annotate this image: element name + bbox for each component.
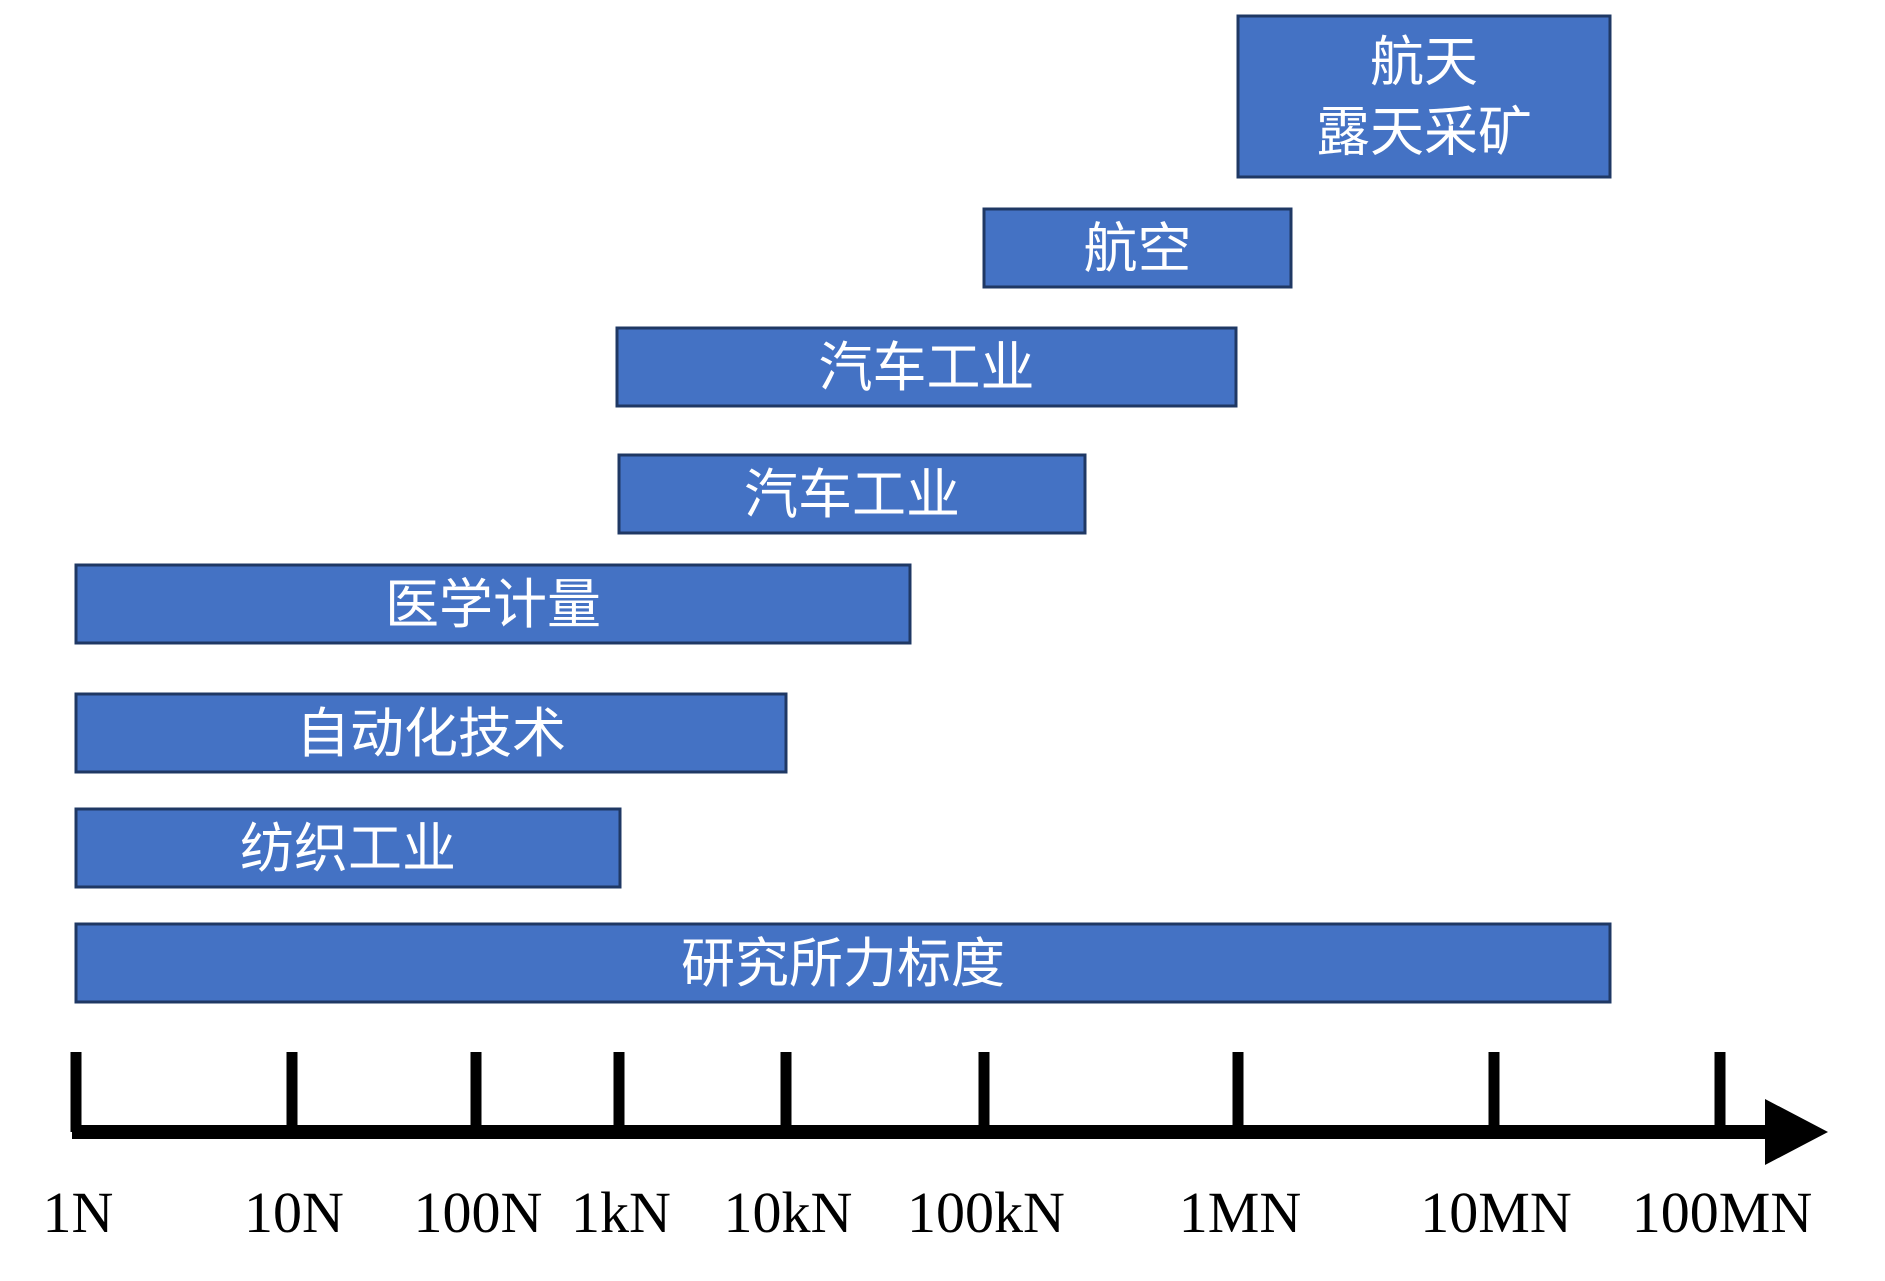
- tick-label: 1kN: [571, 1180, 671, 1245]
- tick-label: 1MN: [1179, 1180, 1301, 1245]
- bar-label: 汽车工业: [744, 463, 960, 526]
- bar-label: 露天采矿: [1316, 101, 1532, 164]
- bar-label: 纺织工业: [240, 817, 456, 880]
- range-bar: [74, 692, 788, 774]
- tick-label: 10kN: [724, 1180, 853, 1245]
- bar-label: 医学计量: [385, 573, 601, 636]
- tick-label: 100kN: [907, 1180, 1065, 1245]
- x-axis: 1N 10N 100N 1kN 10kN 100kN 1MN 10MN 100MN: [43, 1052, 1828, 1245]
- axis-arrow-icon: [1765, 1099, 1828, 1165]
- bar-label: 航天: [1370, 31, 1478, 94]
- range-bar: [617, 453, 1087, 535]
- range-bar: [982, 207, 1293, 289]
- tick-label: 1N: [43, 1180, 114, 1245]
- tick-label: 100MN: [1632, 1180, 1812, 1245]
- bar-label: 自动化技术: [296, 702, 566, 765]
- range-bar: [74, 807, 622, 889]
- tick-label: 10N: [244, 1180, 344, 1245]
- range-bar: [74, 563, 912, 645]
- range-bar: [615, 326, 1238, 408]
- bar-label: 汽车工业: [819, 336, 1035, 399]
- range-bar: [74, 922, 1612, 1004]
- bar-label: 研究所力标度: [681, 932, 1005, 995]
- bar-label: 航空: [1084, 217, 1192, 280]
- tick-label: 10MN: [1420, 1180, 1571, 1245]
- tick-label: 100N: [414, 1180, 543, 1245]
- range-bar: [1236, 14, 1612, 179]
